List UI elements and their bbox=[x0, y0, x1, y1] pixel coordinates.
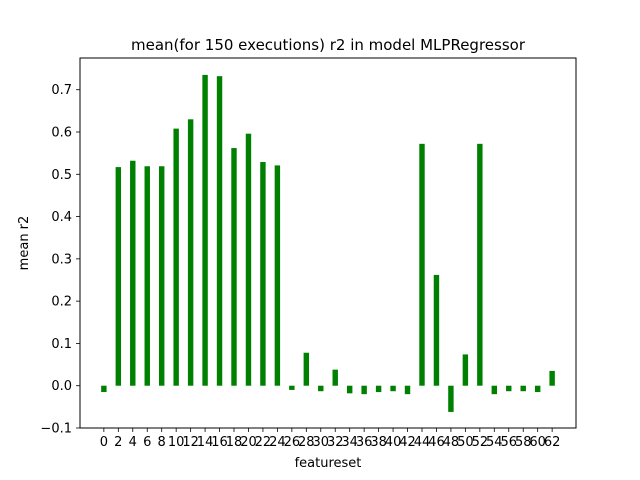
x-tick-label: 30 bbox=[312, 435, 329, 450]
x-tick-label: 58 bbox=[515, 435, 532, 450]
bar bbox=[390, 385, 396, 392]
chart-title: mean(for 150 executions) r2 in model MLP… bbox=[131, 36, 526, 54]
x-tick-label: 0 bbox=[100, 435, 108, 450]
bar bbox=[361, 385, 367, 395]
bar bbox=[101, 385, 107, 393]
bar bbox=[506, 385, 512, 392]
bar bbox=[173, 128, 179, 386]
x-axis-title: featureset bbox=[295, 456, 362, 471]
bar bbox=[289, 385, 295, 390]
bar bbox=[158, 166, 165, 386]
bar bbox=[144, 166, 150, 386]
x-tick-label: 36 bbox=[356, 435, 373, 450]
y-tick-label: 0.6 bbox=[51, 126, 72, 141]
x-tick-label: 28 bbox=[298, 435, 315, 450]
bar bbox=[130, 160, 136, 386]
bar bbox=[260, 162, 266, 386]
x-tick-label: 40 bbox=[385, 435, 402, 450]
x-tick-label: 24 bbox=[269, 435, 286, 450]
x-tick-label: 50 bbox=[457, 435, 474, 450]
y-tick-label: 0.0 bbox=[51, 379, 72, 394]
bar bbox=[448, 385, 454, 412]
bar bbox=[549, 370, 555, 386]
bar bbox=[404, 385, 411, 395]
x-tick-label: 62 bbox=[544, 435, 561, 450]
bar bbox=[520, 385, 526, 392]
bar bbox=[462, 354, 469, 386]
bar bbox=[115, 167, 122, 386]
y-axis-ticks: −0.1 0.0 0.1 0.2 0.3 0.4 0.5 0.6 0.7 bbox=[40, 83, 80, 437]
plot-frame bbox=[79, 57, 577, 429]
x-tick-label: 52 bbox=[472, 435, 489, 450]
bar bbox=[477, 143, 483, 386]
x-tick-label: 56 bbox=[500, 435, 517, 450]
y-tick-label: 0.5 bbox=[51, 168, 72, 183]
bar bbox=[245, 133, 252, 386]
x-tick-label: 18 bbox=[226, 435, 243, 450]
bar bbox=[534, 385, 541, 393]
x-tick-label: 2 bbox=[114, 435, 122, 450]
bar bbox=[274, 165, 281, 386]
x-tick-label: 22 bbox=[255, 435, 272, 450]
y-tick-label: 0.2 bbox=[51, 295, 72, 310]
bar bbox=[332, 369, 338, 386]
bar bbox=[187, 119, 194, 386]
x-tick-label: 6 bbox=[143, 435, 151, 450]
bar bbox=[375, 385, 382, 393]
x-tick-label: 48 bbox=[443, 435, 460, 450]
bar bbox=[433, 274, 440, 386]
bar bbox=[231, 148, 237, 386]
bar bbox=[419, 143, 425, 386]
x-tick-label: 60 bbox=[529, 435, 546, 450]
y-tick-label: 0.4 bbox=[51, 210, 72, 225]
x-tick-label: 12 bbox=[182, 435, 199, 450]
x-tick-label: 16 bbox=[211, 435, 228, 450]
x-axis-ticks: 0 2 4 6 8 10121416182022242628303234363840424… bbox=[100, 428, 561, 450]
y-tick-label: 0.1 bbox=[51, 337, 72, 352]
x-tick-label: 38 bbox=[370, 435, 387, 450]
x-tick-label: 44 bbox=[414, 435, 431, 450]
x-tick-label: 14 bbox=[197, 435, 214, 450]
x-tick-label: 54 bbox=[486, 435, 503, 450]
y-axis-title: mean r2 bbox=[17, 216, 32, 271]
x-tick-label: 34 bbox=[341, 435, 358, 450]
y-tick-label: 0.3 bbox=[51, 252, 72, 267]
bar bbox=[318, 385, 324, 392]
x-tick-label: 26 bbox=[284, 435, 301, 450]
bar bbox=[216, 76, 223, 386]
bar bbox=[491, 385, 498, 395]
bars-group bbox=[101, 74, 555, 412]
bar bbox=[303, 352, 310, 386]
y-tick-label: −0.1 bbox=[40, 422, 72, 437]
x-tick-label: 42 bbox=[399, 435, 416, 450]
bar bbox=[346, 385, 353, 394]
x-tick-label: 46 bbox=[428, 435, 445, 450]
x-tick-label: 32 bbox=[327, 435, 344, 450]
x-tick-label: 4 bbox=[129, 435, 137, 450]
y-tick-label: 0.7 bbox=[51, 83, 72, 98]
x-tick-label: 8 bbox=[158, 435, 166, 450]
x-tick-label: 20 bbox=[240, 435, 257, 450]
x-tick-label: 10 bbox=[168, 435, 185, 450]
bar bbox=[202, 74, 208, 386]
